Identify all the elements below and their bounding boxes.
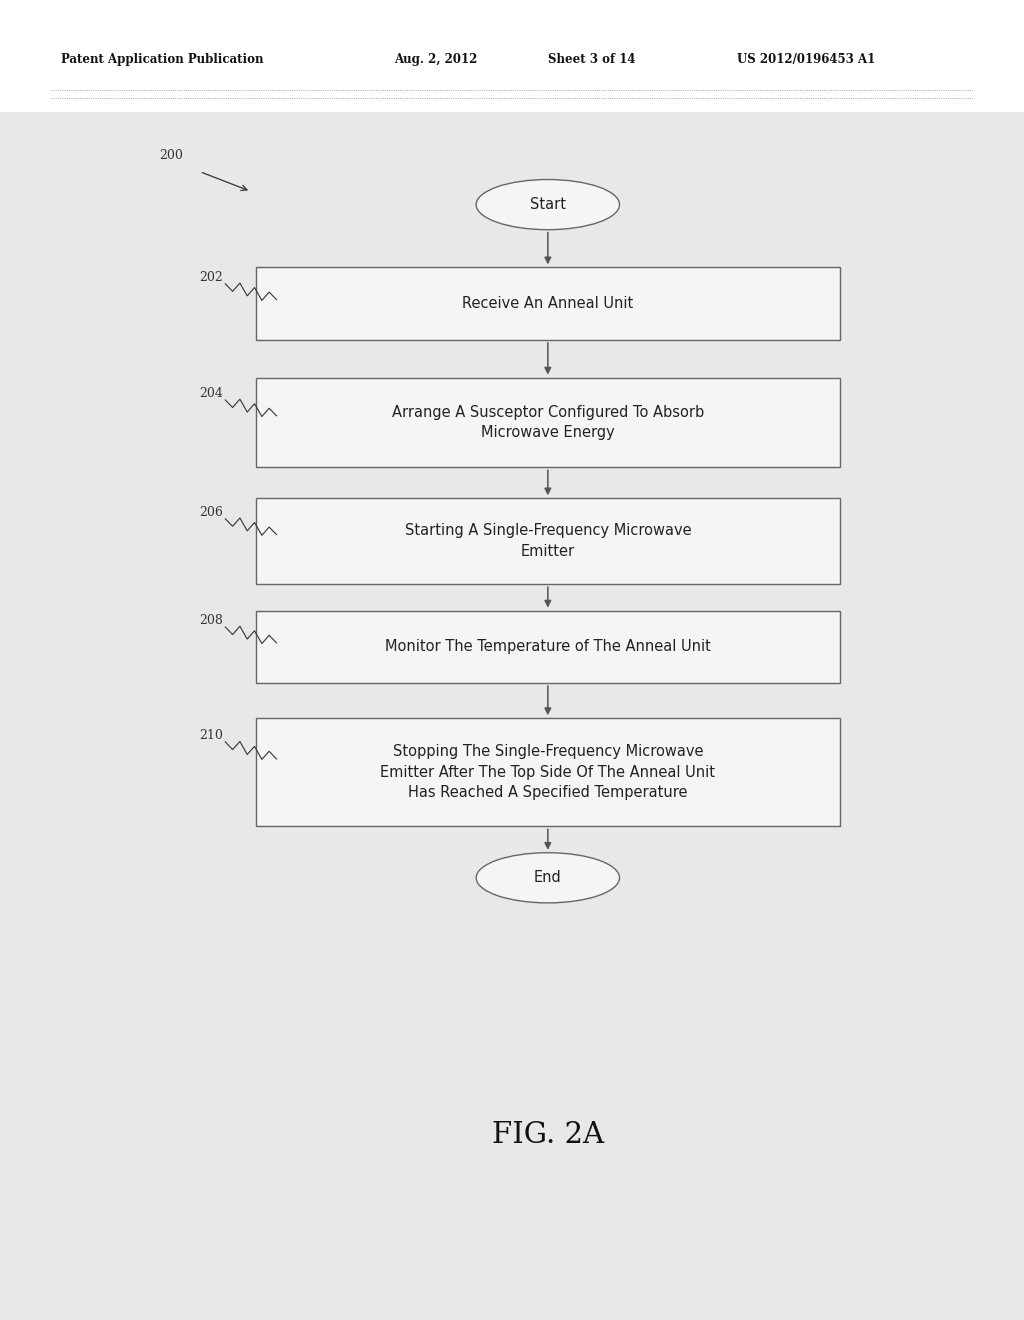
Text: Start: Start	[529, 197, 566, 213]
Text: Monitor The Temperature of The Anneal Unit: Monitor The Temperature of The Anneal Un…	[385, 639, 711, 655]
Text: Patent Application Publication: Patent Application Publication	[61, 53, 264, 66]
Text: Aug. 2, 2012: Aug. 2, 2012	[394, 53, 477, 66]
Text: Sheet 3 of 14: Sheet 3 of 14	[548, 53, 635, 66]
Text: 208: 208	[200, 614, 223, 627]
Text: Receive An Anneal Unit: Receive An Anneal Unit	[462, 296, 634, 312]
Text: Stopping The Single-Frequency Microwave
Emitter After The Top Side Of The Anneal: Stopping The Single-Frequency Microwave …	[380, 744, 716, 800]
FancyBboxPatch shape	[256, 718, 840, 826]
FancyBboxPatch shape	[256, 498, 840, 583]
Text: 206: 206	[200, 506, 223, 519]
Text: 200: 200	[159, 149, 182, 162]
Text: Arrange A Susceptor Configured To Absorb
Microwave Energy: Arrange A Susceptor Configured To Absorb…	[392, 405, 703, 440]
FancyBboxPatch shape	[0, 0, 1024, 112]
FancyBboxPatch shape	[256, 610, 840, 682]
Text: 202: 202	[200, 271, 223, 284]
FancyBboxPatch shape	[256, 267, 840, 341]
Text: 210: 210	[200, 729, 223, 742]
Text: End: End	[534, 870, 562, 886]
Text: US 2012/0196453 A1: US 2012/0196453 A1	[737, 53, 876, 66]
Text: Starting A Single-Frequency Microwave
Emitter: Starting A Single-Frequency Microwave Em…	[404, 524, 691, 558]
FancyBboxPatch shape	[256, 378, 840, 467]
Ellipse shape	[476, 853, 620, 903]
Text: 204: 204	[200, 387, 223, 400]
Ellipse shape	[476, 180, 620, 230]
Text: FIG. 2A: FIG. 2A	[492, 1121, 604, 1150]
